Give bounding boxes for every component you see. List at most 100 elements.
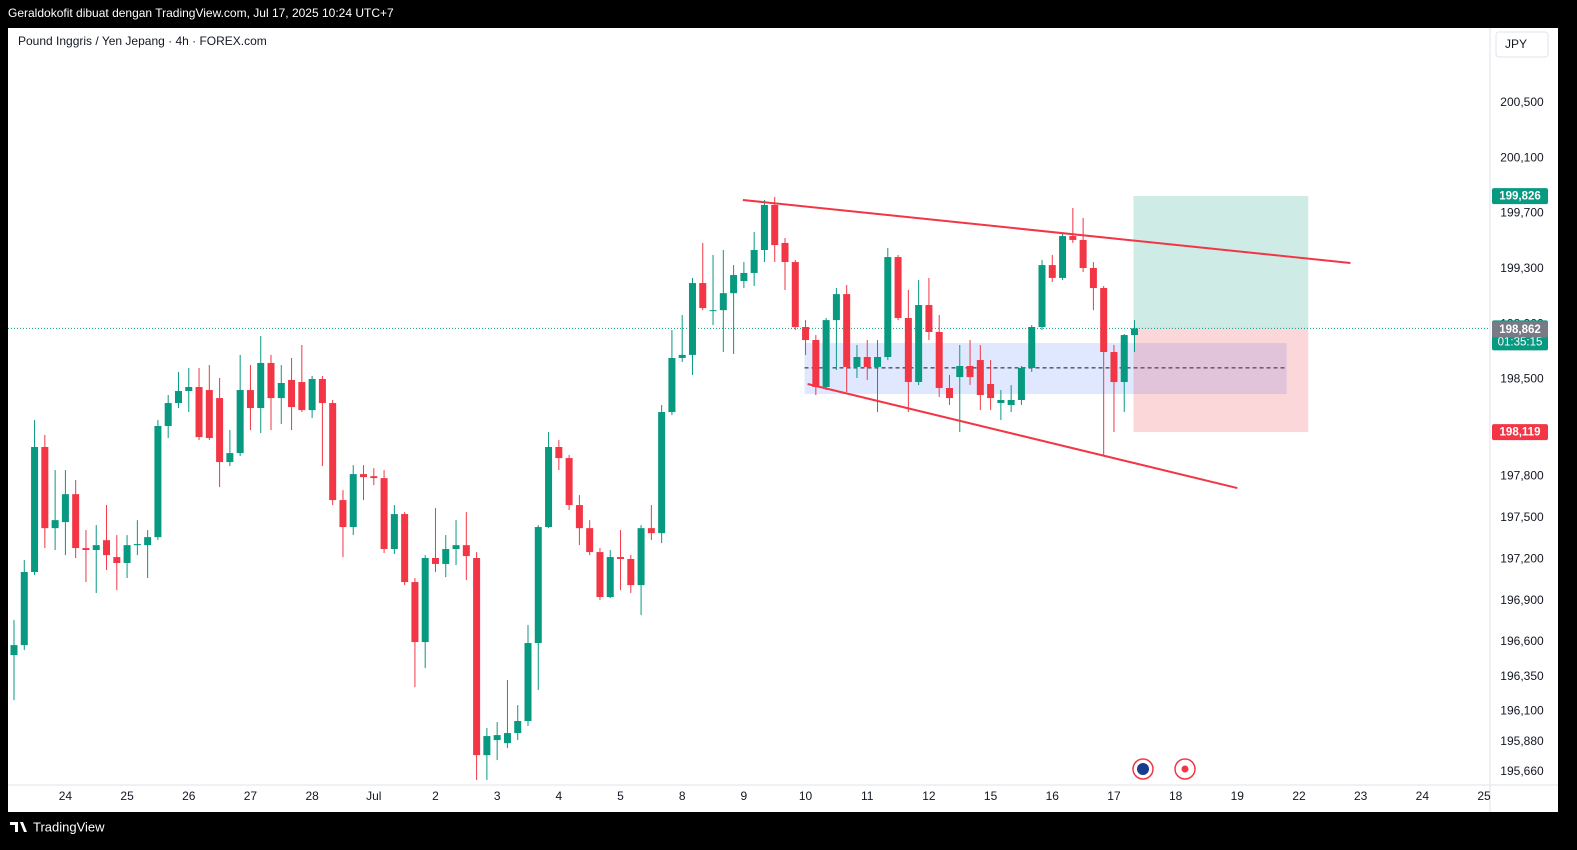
candle-body [596,552,604,597]
x-tick-label: 16 [1046,789,1060,803]
candle-body [462,545,470,557]
candle-body [483,736,491,756]
x-tick-label: 22 [1292,789,1306,803]
candle-body [349,474,357,528]
candle-body [843,294,851,367]
candle-body [760,204,768,251]
candle-body [10,645,18,656]
candle-body [41,447,49,529]
candle-body [20,571,28,646]
candle-body [370,476,378,479]
chart-area [8,28,1558,812]
chart-title: Pound Inggris / Yen Jepang · 4h · FOREX.… [18,34,267,48]
x-tick-label: 17 [1107,789,1121,803]
event-dot [1181,765,1189,773]
x-tick-label: 18 [1169,789,1183,803]
currency-label[interactable]: JPY [1505,37,1527,51]
y-tick-label: 197,500 [1500,510,1544,524]
stop-zone [1133,328,1309,433]
candle-body [1059,236,1067,278]
candle-body [524,643,532,721]
candle-body [647,528,655,534]
x-tick-label: 4 [555,789,562,803]
candle-body [627,558,635,586]
candle-body [411,582,419,643]
candle-body [915,305,923,383]
candle-body [236,390,244,454]
candle-body [195,387,203,438]
price-badge-label: 198,862 [1499,324,1541,336]
y-tick-label: 200,100 [1500,150,1544,164]
x-tick-label: 12 [922,789,936,803]
candle-body [185,387,193,392]
candle-body [812,340,820,388]
candle-body [31,447,39,572]
candle-body [318,378,326,404]
candle-body [617,557,625,559]
candle-body [1079,239,1087,268]
event-icons[interactable] [1132,758,1196,780]
x-tick-label: 8 [679,789,686,803]
candle-body [802,327,810,341]
candle-body [113,557,121,563]
x-tick-label: 25 [1477,789,1491,803]
candle-body [894,257,902,319]
x-tick-label: 24 [1416,789,1430,803]
currency-button[interactable] [1495,31,1549,58]
target-zone [1133,196,1309,329]
candle-body [719,293,727,311]
y-tick-label: 197,800 [1500,468,1544,482]
candle-body [771,204,779,246]
candle-body [216,398,224,463]
candle-body [976,360,984,396]
countdown: 01:35:15 [1498,336,1543,348]
candle-body [904,318,912,383]
candle-body [555,447,563,459]
caption: Geraldokofit dibuat dengan TradingView.c… [8,6,394,20]
candle-body [92,545,100,550]
candle-body [401,514,409,583]
y-tick-label: 199,300 [1500,261,1544,275]
candle-body [1089,267,1097,289]
price-badge [1492,321,1548,338]
candle-body [503,733,511,744]
candle-body [257,362,265,409]
x-tick-label: 27 [244,789,258,803]
candle-body [832,294,840,321]
candle-body [1100,288,1108,353]
x-tick-label: 3 [494,789,501,803]
candle-body [61,494,69,523]
candle-body [1017,367,1025,401]
candle-body [164,403,172,426]
candle-body [1110,352,1118,383]
candle-body [1038,265,1046,328]
candle-body [360,474,368,478]
candle-body [339,500,347,528]
x-tick-label: 5 [617,789,624,803]
price-badge-label: 198,119 [1500,427,1541,439]
candle-body [329,403,337,501]
candle-body [688,283,696,355]
x-tick-label: 24 [59,789,73,803]
candle-body [740,272,748,281]
candle-body [945,387,953,399]
candle-body [853,357,861,367]
candle-body [987,383,995,399]
candle-body [668,357,676,413]
x-tick-label: 23 [1354,789,1368,803]
candle-body [226,453,234,463]
candle-body [781,242,789,263]
candle-body [575,505,583,529]
candle-body [277,382,285,399]
candle-body [82,548,90,550]
candle-body [308,378,316,411]
candle-body [431,558,439,564]
brand-logo: TradingView [10,819,105,834]
y-tick-label: 198,500 [1500,372,1544,386]
candle-body [966,365,974,378]
candle-body [442,549,450,564]
candle-body [473,558,481,756]
candle-body [935,331,943,388]
candle-body [452,545,460,550]
